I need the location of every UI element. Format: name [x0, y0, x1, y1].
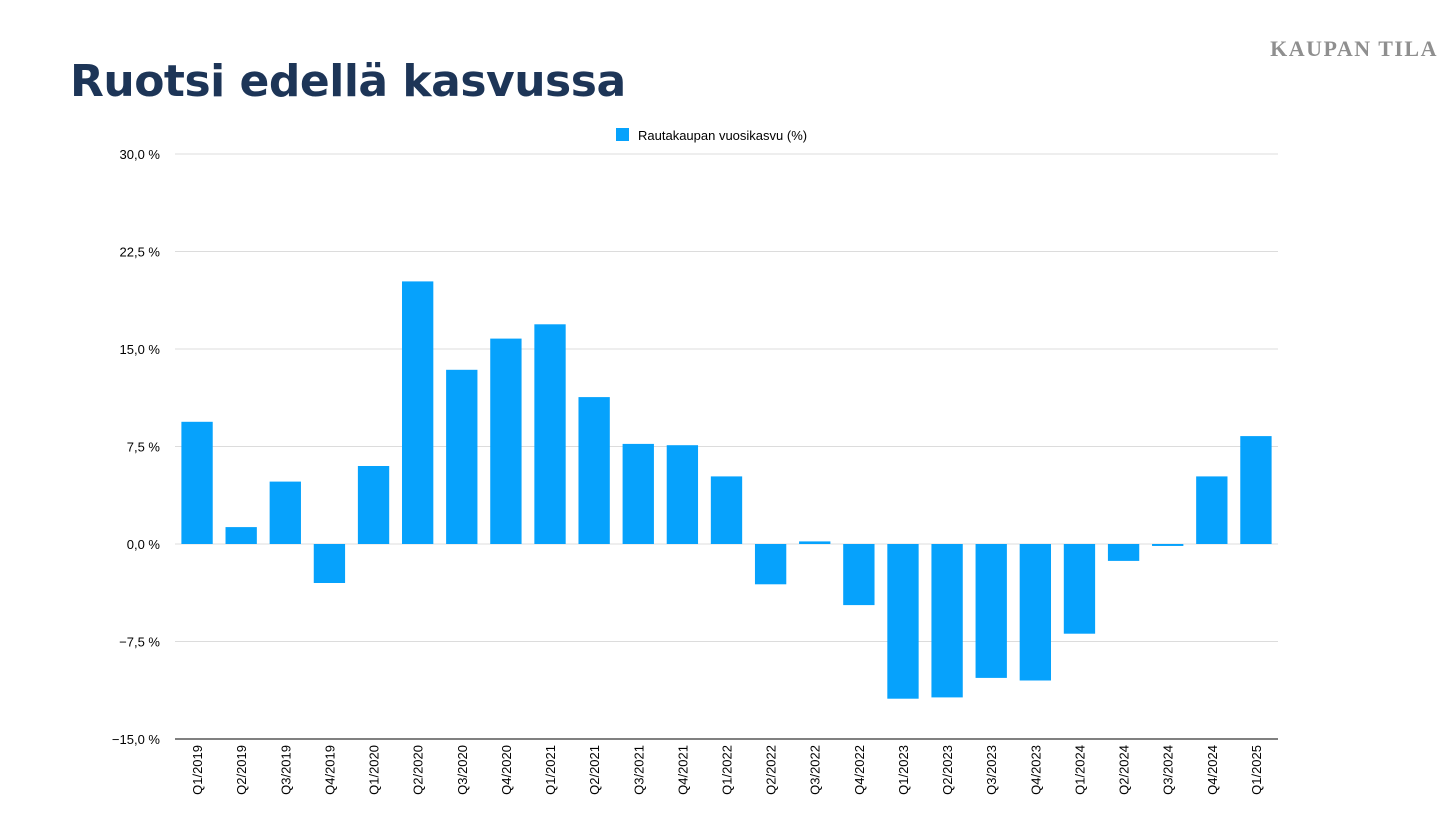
- x-tick-label: Q3/2023: [984, 745, 999, 795]
- x-tick-label: Q1/2023: [896, 745, 911, 795]
- x-tick-label: Q1/2022: [720, 745, 735, 795]
- bar: [931, 544, 963, 698]
- x-tick-label: Q4/2023: [1028, 745, 1043, 795]
- bar: [269, 481, 301, 544]
- bar: [401, 281, 434, 544]
- y-tick-label: 15,0 %: [120, 342, 161, 357]
- x-tick-label: Q1/2024: [1072, 745, 1087, 795]
- bar: [799, 541, 831, 544]
- bar: [754, 544, 787, 585]
- x-tick-label: Q2/2021: [587, 745, 602, 795]
- y-tick-label: 0,0 %: [127, 537, 161, 552]
- y-tick-label: 30,0 %: [120, 147, 161, 162]
- x-axis-tick-labels: Q1/2019 Q2/2019 Q3/2019 Q4/2019 Q1/2020 Q2/20…: [190, 745, 1264, 795]
- bar: [1107, 544, 1140, 561]
- x-tick-label: Q2/2020: [411, 745, 426, 795]
- bar: [534, 324, 566, 544]
- bar: [225, 527, 257, 544]
- brand-logo-text: KAUPAN TILA: [1270, 36, 1438, 61]
- legend-label: Rautakaupan vuosikasvu (%): [638, 128, 807, 143]
- x-tick-label: Q4/2020: [499, 745, 514, 795]
- bar: [1196, 476, 1228, 544]
- x-tick-label: Q3/2022: [808, 745, 823, 795]
- x-tick-label: Q2/2024: [1117, 745, 1132, 795]
- bar: [1063, 544, 1096, 634]
- x-tick-label: Q4/2022: [852, 745, 867, 795]
- x-tick-label: Q3/2021: [631, 745, 646, 795]
- bar: [490, 338, 522, 544]
- legend: Rautakaupan vuosikasvu (%): [616, 128, 807, 143]
- y-axis-tick-labels: 30,0 % 22,5 % 15,0 % 7,5 % 0,0 % −7,5 % −15,0 …: [112, 147, 161, 747]
- bar: [710, 476, 743, 544]
- x-tick-label: Q2/2022: [764, 745, 779, 795]
- x-tick-label: Q1/2025: [1249, 745, 1264, 795]
- x-tick-label: Q4/2024: [1205, 745, 1220, 795]
- bar: [578, 397, 610, 544]
- bar: [1019, 544, 1052, 681]
- bar: [1152, 544, 1184, 546]
- bar: [313, 544, 346, 583]
- y-tick-label: 22,5 %: [120, 245, 161, 260]
- x-tick-label: Q2/2023: [940, 745, 955, 795]
- bar: [843, 544, 875, 606]
- bar: [887, 544, 919, 699]
- bar: [357, 466, 390, 544]
- x-tick-label: Q2/2019: [234, 745, 249, 795]
- bar: [975, 544, 1007, 678]
- bar: [622, 443, 654, 544]
- x-tick-label: Q1/2019: [190, 745, 205, 795]
- x-tick-label: Q1/2020: [367, 745, 382, 795]
- x-tick-label: Q4/2021: [675, 745, 690, 795]
- bars: [181, 281, 1272, 699]
- x-tick-label: Q3/2024: [1161, 745, 1176, 795]
- bar: [181, 421, 213, 544]
- bar: [666, 445, 699, 544]
- y-tick-label: 7,5 %: [127, 440, 161, 455]
- y-tick-label: −7,5 %: [119, 635, 160, 650]
- x-tick-label: Q4/2019: [322, 745, 337, 795]
- x-tick-label: Q1/2021: [543, 745, 558, 795]
- bar: [1240, 436, 1272, 544]
- x-tick-label: Q3/2019: [278, 745, 293, 795]
- x-tick-label: Q3/2020: [455, 745, 470, 795]
- page-title: Ruotsi edellä kasvussa: [70, 56, 626, 107]
- y-tick-label: −15,0 %: [112, 732, 161, 747]
- legend-swatch: [616, 128, 629, 141]
- bar: [446, 369, 478, 544]
